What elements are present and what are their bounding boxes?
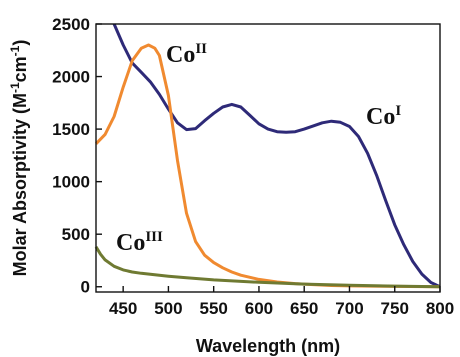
y-tick-label: 2500: [52, 15, 90, 34]
x-tick-label: 450: [109, 299, 137, 318]
y-axis-title: Molar Absorptivity (M-1cm-1): [8, 40, 30, 277]
y-tick-label: 1500: [52, 120, 90, 139]
series-line-co2: [96, 45, 440, 287]
x-tick-label: 500: [154, 299, 182, 318]
x-tick-label: 600: [245, 299, 273, 318]
series-line-co1: [114, 24, 440, 287]
y-tick-label: 2000: [52, 68, 90, 87]
plot-lines: [96, 24, 440, 287]
x-tick-label: 800: [426, 299, 454, 318]
series-label-co3: CoIII: [116, 229, 163, 256]
x-tick-label: 750: [381, 299, 409, 318]
x-tick-label: 700: [335, 299, 363, 318]
plot-frame: [96, 24, 440, 292]
axis-ticks: 450 500 550 600 650 700 750 800 0 500 1000 1500 2000…: [52, 15, 454, 318]
x-tick-label: 550: [199, 299, 227, 318]
x-tick-label: 650: [290, 299, 318, 318]
x-axis-title: Wavelength (nm): [196, 336, 340, 356]
y-tick-label: 500: [62, 225, 90, 244]
y-tick-label: 0: [81, 278, 90, 297]
series-label-co2: CoII: [166, 41, 207, 68]
y-tick-label: 1000: [52, 173, 90, 192]
series-label-co1: CoI: [366, 103, 401, 130]
